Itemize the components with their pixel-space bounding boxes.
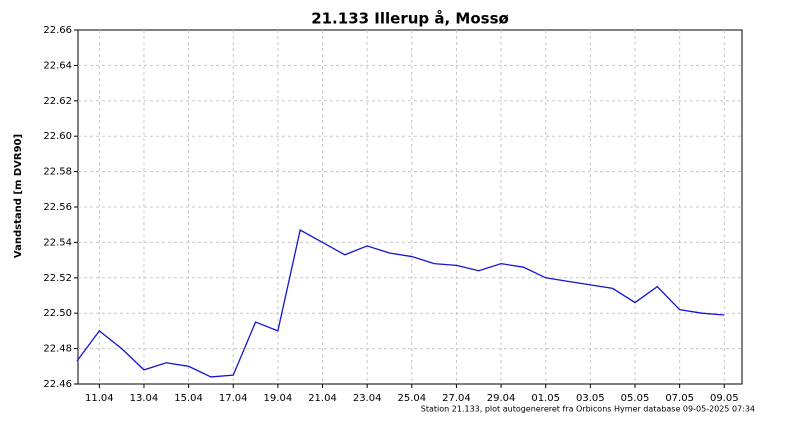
x-tick-label: 13.04	[130, 393, 159, 404]
x-tick-label: 01.05	[531, 393, 560, 404]
x-tick-label: 23.04	[353, 393, 382, 404]
chart-title: 21.133 Illerup å, Mossø	[311, 10, 509, 28]
y-tick-label: 22.56	[43, 202, 72, 213]
y-tick-label: 22.54	[43, 237, 72, 248]
y-tick-label: 22.50	[43, 308, 72, 319]
x-tick-label: 21.04	[308, 393, 337, 404]
x-tick-label: 11.04	[85, 393, 114, 404]
x-tick-label: 27.04	[442, 393, 471, 404]
y-tick-label: 22.46	[43, 379, 72, 390]
x-tick-label: 09.05	[710, 393, 739, 404]
x-tick-label: 15.04	[174, 393, 203, 404]
footnote: Station 21.133, plot autogenereret fra O…	[421, 405, 755, 414]
y-tick-label: 22.66	[43, 25, 72, 36]
x-tick-label: 19.04	[264, 393, 293, 404]
y-axis-label: Vandstand [m DVR90]	[13, 134, 24, 258]
x-tick-label: 29.04	[487, 393, 516, 404]
y-tick-label: 22.52	[43, 273, 72, 284]
x-tick-label: 03.05	[576, 393, 605, 404]
y-tick-label: 22.60	[43, 131, 72, 142]
y-tick-label: 22.58	[43, 167, 72, 178]
y-tick-label: 22.48	[43, 344, 72, 355]
x-tick-label: 17.04	[219, 393, 248, 404]
x-tick-label: 07.05	[665, 393, 694, 404]
y-tick-label: 22.62	[43, 96, 72, 107]
x-tick-label: 25.04	[397, 393, 426, 404]
x-tick-label: 05.05	[621, 393, 650, 404]
y-tick-label: 22.64	[43, 60, 72, 71]
data-line	[76, 229, 725, 378]
